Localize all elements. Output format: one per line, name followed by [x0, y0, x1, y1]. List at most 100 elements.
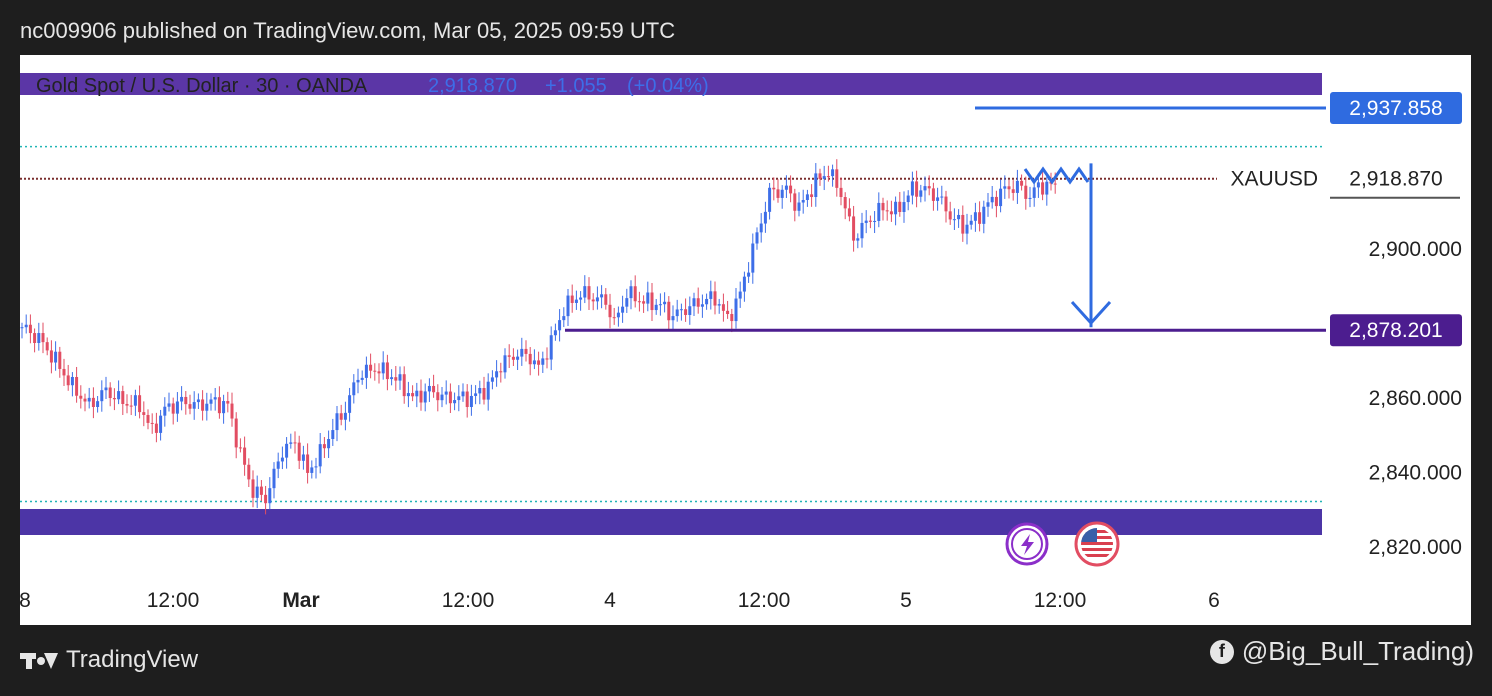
candle-down — [112, 398, 116, 400]
social-handle[interactable]: f @Big_Bull_Trading) — [1209, 636, 1474, 667]
candle-down — [499, 371, 503, 373]
candle-down — [927, 186, 931, 189]
candle-down — [633, 286, 637, 302]
candle-up — [117, 391, 121, 400]
candle-down — [394, 377, 398, 381]
candle-up — [453, 400, 457, 404]
candle-up — [24, 324, 28, 328]
candle-up — [469, 395, 473, 408]
candle-up — [814, 173, 818, 198]
candle-down — [293, 442, 297, 444]
candle-up — [742, 276, 746, 292]
candle-down — [45, 342, 49, 351]
candle-down — [696, 298, 700, 307]
candle-down — [146, 414, 150, 423]
candle-up — [700, 304, 704, 307]
candle-down — [507, 355, 511, 357]
candle-up — [331, 430, 335, 439]
candle-up — [364, 364, 368, 378]
brand-label: TradingView — [66, 646, 199, 673]
candle-up — [1045, 181, 1049, 195]
candle-down — [259, 486, 263, 495]
candle-down — [885, 210, 889, 212]
price-tag-purple-label: 2,878.201 — [1349, 319, 1442, 342]
candle-down — [322, 444, 326, 449]
zigzag-pattern — [1023, 166, 1090, 185]
candle-up — [205, 403, 209, 411]
candle-up — [310, 467, 314, 473]
candle-up — [268, 488, 272, 504]
x-tick-label: 12:00 — [442, 589, 495, 612]
candle-down — [184, 396, 188, 405]
candle-up — [751, 243, 755, 273]
candle-up — [343, 412, 347, 420]
candle-down — [810, 194, 814, 198]
tradingview-brand[interactable]: TradingView — [20, 646, 198, 674]
candle-up — [1032, 187, 1036, 198]
us-flag-icon[interactable] — [1074, 521, 1120, 567]
candle-up — [1028, 197, 1032, 199]
candle-up — [285, 443, 289, 458]
candle-up — [579, 297, 583, 300]
candle-up — [709, 291, 713, 299]
candle-down — [637, 301, 641, 303]
candle-down — [230, 403, 234, 419]
candle-up — [675, 309, 679, 317]
chart-area[interactable]: Gold Spot / U.S. Dollar · 30 · OANDA 2,9… — [20, 55, 1471, 625]
candle-down — [217, 397, 221, 414]
candle-up — [209, 399, 213, 404]
candle-up — [734, 298, 738, 322]
candle-up — [272, 468, 276, 489]
candle-up — [37, 333, 41, 343]
candle-down — [62, 368, 66, 376]
candle-up — [159, 415, 163, 433]
lightning-icon[interactable] — [1005, 522, 1049, 566]
candlestick-chart[interactable]: Gold Spot / U.S. Dollar · 30 · OANDA 2,9… — [20, 55, 1471, 625]
down-arrow-head — [1070, 300, 1112, 326]
candle-up — [999, 188, 1003, 207]
candle-down — [201, 399, 205, 411]
candle-up — [289, 442, 293, 444]
chart-title: Gold Spot / U.S. Dollar · 30 · OANDA — [36, 75, 368, 97]
candle-down — [889, 211, 893, 215]
candle-up — [763, 211, 767, 224]
candle-up — [671, 316, 675, 321]
candle-up — [520, 348, 524, 357]
x-tick-label: 12:00 — [738, 589, 791, 612]
x-tick-label: 12:00 — [147, 589, 200, 612]
candle-up — [1015, 180, 1019, 193]
candle-down — [243, 447, 247, 465]
candle-down — [612, 317, 616, 319]
candle-up — [780, 189, 784, 198]
candle-down — [448, 391, 452, 404]
candle-down — [171, 403, 175, 414]
candle-up — [621, 306, 625, 313]
candle-up — [654, 304, 658, 311]
candle-down — [1024, 185, 1028, 199]
candle-up — [54, 351, 58, 363]
candle-down — [537, 360, 541, 365]
candle-up — [390, 377, 394, 380]
candle-down — [839, 187, 843, 198]
candle-up — [952, 219, 956, 221]
candle-down — [713, 291, 717, 306]
candle-up — [196, 399, 200, 403]
candle-down — [772, 187, 776, 190]
top-header-band — [20, 73, 1322, 95]
candle-down — [247, 464, 251, 480]
candle-down — [528, 353, 532, 365]
candle-down — [33, 333, 37, 343]
candle-down — [587, 286, 591, 300]
candle-up — [873, 220, 877, 222]
y-tick-label: 2,840.000 — [1369, 462, 1462, 485]
candle-down — [150, 422, 154, 424]
candle-up — [423, 391, 427, 403]
candle-up — [461, 391, 465, 397]
candle-down — [306, 454, 310, 473]
candle-up — [679, 309, 683, 311]
candle-up — [616, 312, 620, 318]
candle-up — [936, 197, 940, 201]
candle-down — [650, 292, 654, 311]
candle-down — [511, 356, 515, 360]
candle-up — [940, 196, 944, 198]
